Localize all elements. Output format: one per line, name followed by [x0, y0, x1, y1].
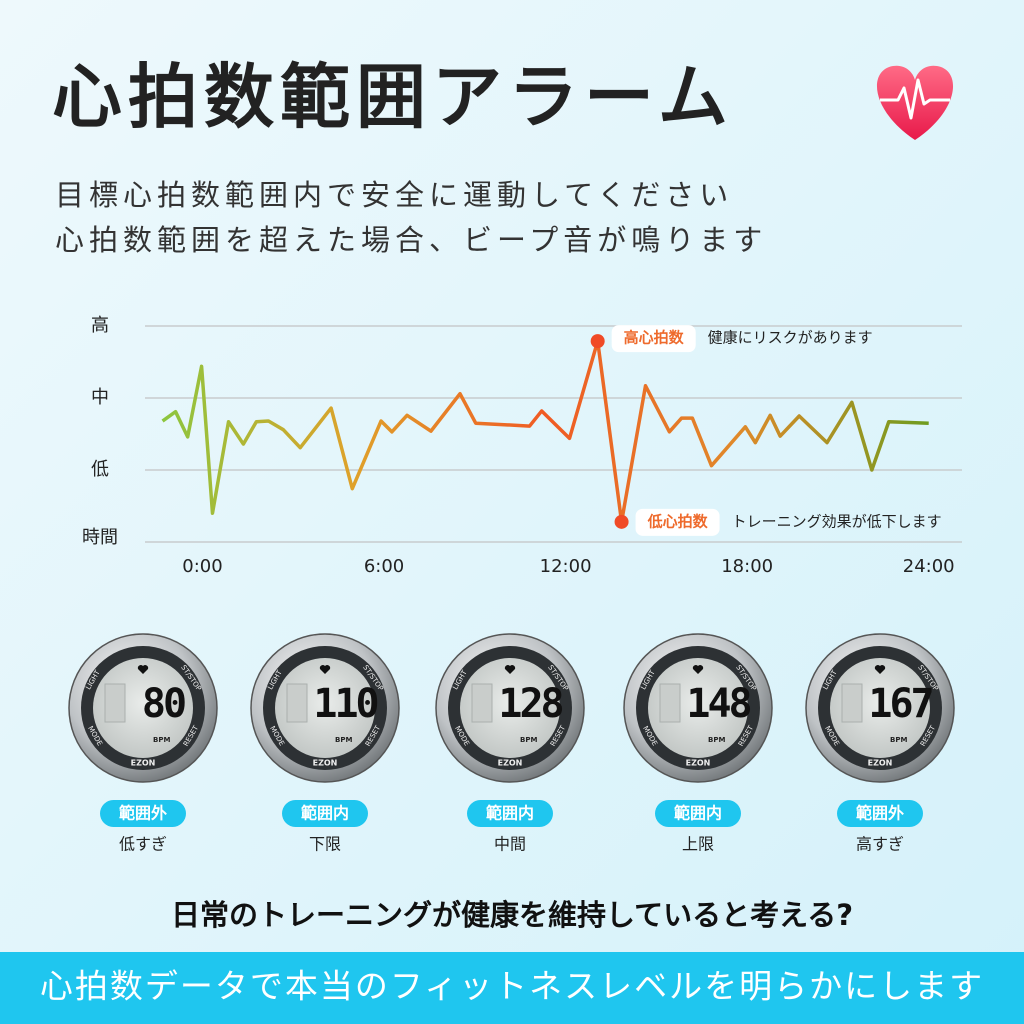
watch-heart: [137, 665, 149, 674]
status-badge: [467, 800, 553, 827]
watch-digits-bg: [841, 683, 863, 723]
subtitle: 目標心拍数範囲内で安全に運動してください: [55, 178, 733, 212]
watch-digits-bg: [104, 683, 126, 723]
peak-marker: [590, 334, 605, 349]
y-tick-label: 中: [91, 387, 109, 408]
range-label: 高すぎ: [856, 835, 904, 854]
status-badge: [655, 800, 741, 827]
watch-value: 110: [313, 681, 377, 727]
annotation-text: 健康にリスクがあります: [708, 329, 873, 347]
watch-brand: EZON: [498, 759, 523, 768]
banner: [0, 952, 1024, 1024]
range-label: 中間: [494, 835, 526, 854]
watch-value: 80: [142, 681, 185, 727]
annotation-label: 高心拍数: [624, 329, 685, 347]
range-label: 低すぎ: [119, 835, 167, 854]
watch-heart: [874, 665, 886, 674]
watch-brand: EZON: [868, 759, 893, 768]
heart-icon: [876, 65, 954, 140]
watch-lcd: [93, 658, 193, 758]
watch-lcd: [275, 658, 375, 758]
watch-unit: BPM: [520, 736, 537, 744]
x-tick-label: 24:00: [903, 556, 955, 577]
x-tick-label: 12:00: [540, 556, 592, 577]
watch-lcd: [460, 658, 560, 758]
watch-heart: [504, 665, 516, 674]
status-text: 範囲外: [118, 804, 167, 823]
status-badge: [100, 800, 186, 827]
watch-value: 167: [868, 681, 932, 727]
watch-unit: BPM: [335, 736, 352, 744]
x-tick-label: 6:00: [364, 556, 404, 577]
status-text: 範囲内: [673, 804, 722, 823]
watch-lcd: [830, 658, 930, 758]
annotation-badge: [611, 325, 696, 353]
heart-rate-line: [161, 339, 929, 524]
status-badge: [837, 800, 923, 827]
watch-unit: BPM: [708, 736, 725, 744]
annotation-badge: [635, 508, 720, 536]
watch-digits-bg: [659, 683, 681, 723]
watch-digits-bg: [286, 683, 308, 723]
y-tick-label: 時間: [82, 527, 118, 548]
banner-text: 心拍数データで本当のフィットネスレベルを明らかにします: [40, 967, 984, 1006]
y-tick-label: 高: [91, 315, 109, 336]
watch-lcd: [648, 658, 748, 758]
watch-brand: EZON: [686, 759, 711, 768]
watch-brand: EZON: [131, 759, 156, 768]
x-tick-label: 0:00: [182, 556, 222, 577]
range-label: 上限: [682, 835, 714, 854]
question: 日常のトレーニングが健康を維持していると考える?: [171, 898, 853, 932]
status-text: 範囲内: [485, 804, 534, 823]
annotation-label: 低心拍数: [647, 512, 709, 530]
watch-heart: [319, 665, 331, 674]
watch-unit: BPM: [890, 736, 907, 744]
watch-unit: BPM: [153, 736, 170, 744]
watch-heart: [692, 665, 704, 674]
annotation-text: トレーニング効果が低下します: [732, 512, 942, 530]
status-text: 範囲外: [855, 804, 904, 823]
watch-value: 148: [686, 681, 750, 727]
peak-marker: [614, 514, 629, 529]
watch-value: 128: [498, 681, 562, 727]
status-text: 範囲内: [300, 804, 349, 823]
range-label: 下限: [309, 835, 341, 854]
y-tick-label: 低: [91, 459, 109, 480]
status-badge: [282, 800, 368, 827]
x-tick-label: 18:00: [721, 556, 773, 577]
subtitle: 心拍数範囲を超えた場合、ビープ音が鳴ります: [55, 223, 767, 257]
title: 心拍数範囲アラーム: [52, 56, 734, 138]
watch-brand: EZON: [313, 759, 338, 768]
watch-digits-bg: [471, 683, 493, 723]
